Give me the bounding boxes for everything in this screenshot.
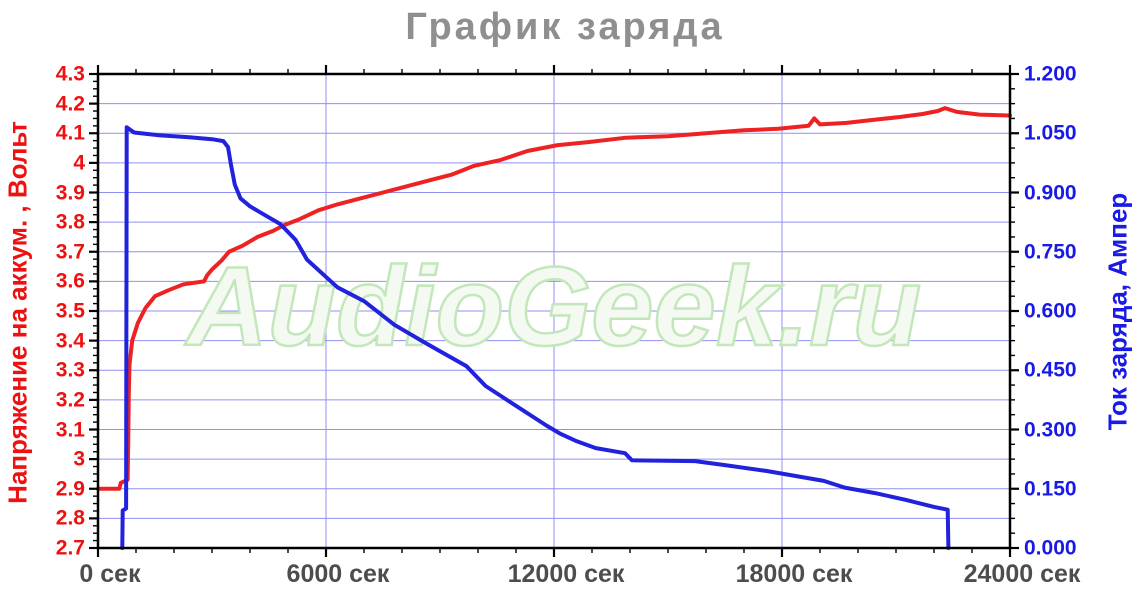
x-tick-label: 6000 сек (286, 560, 390, 588)
y-left-tick-label: 4.3 (55, 62, 85, 86)
y-left-tick-label: 3.5 (55, 299, 85, 323)
y-right-tick-label: 0.000 (1024, 536, 1077, 560)
y-left-tick-label: 3 (73, 447, 85, 471)
y-left-tick-label: 3.1 (55, 418, 85, 441)
x-tick-label: 0 сек (79, 560, 141, 588)
y-left-tick-label: 3.7 (55, 240, 85, 264)
voltage-curve (96, 106, 1012, 491)
y-right-tick-label: 0.750 (1024, 240, 1077, 264)
y-left-tick-label: 3.8 (55, 210, 85, 234)
y-left-tick-label: 4.2 (55, 92, 85, 116)
current-curve (120, 125, 951, 550)
y-left-tick-label: 4.1 (55, 121, 85, 145)
y-left-tick-label: 3.4 (55, 329, 85, 353)
x-tick-label: 24000 сек (963, 560, 1081, 588)
y-right-tick-label: 0.300 (1024, 418, 1077, 441)
y-right-tick-label: 1.200 (1024, 62, 1077, 86)
y-left-tick-label: 3.6 (55, 269, 85, 293)
x-tick-label: 18000 сек (735, 560, 853, 588)
y-left-tick-label: 3.3 (55, 358, 85, 382)
y-right-tick-label: 1.050 (1024, 121, 1077, 145)
y-right-tick-label: 0.450 (1024, 358, 1077, 382)
y-left-tick-label: 2.9 (55, 477, 85, 501)
y-right-tick-label: 0.600 (1024, 299, 1077, 323)
y-left-tick-label: 2.7 (55, 536, 85, 560)
y-right-tick-label: 0.150 (1024, 477, 1077, 501)
y-right-tick-label: 0.900 (1024, 181, 1077, 204)
chart-title: График заряда (405, 6, 725, 48)
y-left-tick-label: 2.8 (55, 506, 85, 530)
x-tick-label: 12000 сек (507, 560, 625, 588)
y-left-tick-label: 3.2 (55, 388, 85, 412)
y-left-tick-label: 4 (73, 151, 85, 175)
y-left-tick-label: 3.9 (55, 181, 85, 204)
watermark: AudioGeek.ru (184, 244, 921, 369)
